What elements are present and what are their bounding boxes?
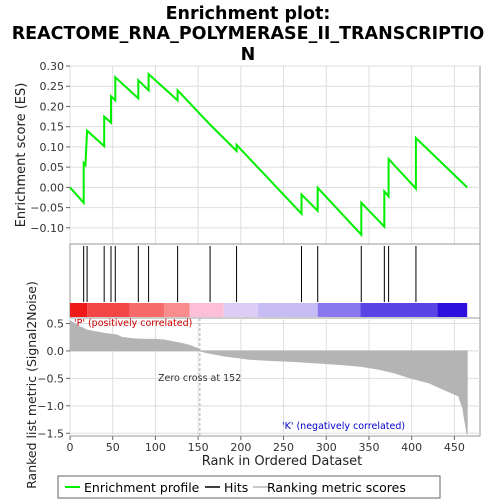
color-bar-segment [129, 303, 164, 317]
es-y-tick-label: 0.05 [40, 161, 65, 174]
metric-y-tick-label: 0.0 [47, 345, 65, 358]
metric-y-tick-label: −1.0 [37, 400, 64, 413]
rank-color-bar [70, 303, 468, 317]
negative-correlation-label: 'K' (negatively correlated) [282, 421, 405, 432]
color-bar-segment [70, 303, 88, 317]
metric-y-axis-label: Ranked list metric (Signal2Noise) [24, 281, 39, 489]
legend-hits-label: Hits [224, 480, 248, 495]
x-tick-label: 250 [273, 441, 294, 454]
color-bar-segment [189, 303, 224, 317]
metric-panel: −1.5 −1.0 −0.5 0.0 0.5 0 50 100 150 200 250 300 350… [24, 281, 481, 489]
metric-y-tick-label: −1.5 [37, 427, 64, 440]
color-bar-segment [163, 303, 190, 317]
es-y-tick-label: 0.15 [40, 121, 65, 134]
es-y-tick-label: −0.05 [30, 202, 64, 215]
metric-y-tick-label: −0.5 [37, 372, 64, 385]
hit-ticks [83, 246, 417, 302]
es-panel: −0.10 −0.05 0.00 0.05 0.10 0.15 0.20 0.25 0.30 E… [14, 60, 481, 245]
chart-title-line2: REACTOME_RNA_POLYMERASE_II_TRANSCRIPTIO [12, 24, 485, 44]
chart-title-line1: Enrichment plot: [166, 4, 331, 24]
chart-title-line3: N [241, 45, 256, 65]
x-tick-label: 50 [106, 441, 120, 454]
color-bar-segment [437, 303, 468, 317]
metric-y-tick-label: 0.5 [47, 317, 65, 330]
color-bar-segment [360, 303, 438, 317]
metric-x-ticks: 0 50 100 150 200 250 300 350 400 450 [67, 436, 465, 454]
es-y-ticks: −0.10 −0.05 0.00 0.05 0.10 0.15 0.20 0.25 0.30 [30, 60, 70, 235]
zero-cross-label: Zero cross at 152 [158, 373, 241, 384]
es-gridlines [69, 65, 480, 244]
es-y-tick-label: 0.10 [40, 141, 65, 154]
x-tick-label: 150 [188, 441, 209, 454]
color-bar-segment [87, 303, 130, 317]
metric-y-ticks: −1.5 −1.0 −0.5 0.0 0.5 [37, 317, 70, 440]
es-y-axis-label: Enrichment score (ES) [14, 83, 29, 228]
es-y-tick-label: 0.20 [40, 100, 65, 113]
es-y-tick-label: −0.10 [30, 222, 64, 235]
color-bar-segment [223, 303, 258, 317]
x-tick-label: 350 [358, 441, 379, 454]
x-tick-label: 400 [401, 441, 422, 454]
es-y-tick-label: 0.00 [40, 181, 65, 194]
ranked-metric-area [69, 319, 468, 435]
x-tick-label: 0 [67, 441, 74, 454]
hits-panel [69, 243, 481, 319]
positive-correlation-label: 'P' (positively correlated) [74, 318, 192, 329]
legend: Enrichment profile Hits Ranking metric s… [57, 475, 441, 499]
x-tick-label: 450 [444, 441, 465, 454]
legend-box [57, 475, 441, 499]
x-tick-label: 200 [230, 441, 251, 454]
color-bar-segment [257, 303, 318, 317]
enrichment-profile-line [69, 71, 468, 238]
x-tick-label: 300 [316, 441, 337, 454]
es-y-tick-label: 0.30 [40, 60, 65, 73]
es-y-tick-label: 0.25 [40, 80, 65, 93]
x-tick-label: 100 [145, 441, 166, 454]
legend-enrichment-label: Enrichment profile [84, 480, 200, 495]
x-axis-label: Rank in Ordered Dataset [202, 454, 363, 469]
legend-metric-label: Ranking metric scores [267, 480, 406, 495]
color-bar-segment [317, 303, 361, 317]
